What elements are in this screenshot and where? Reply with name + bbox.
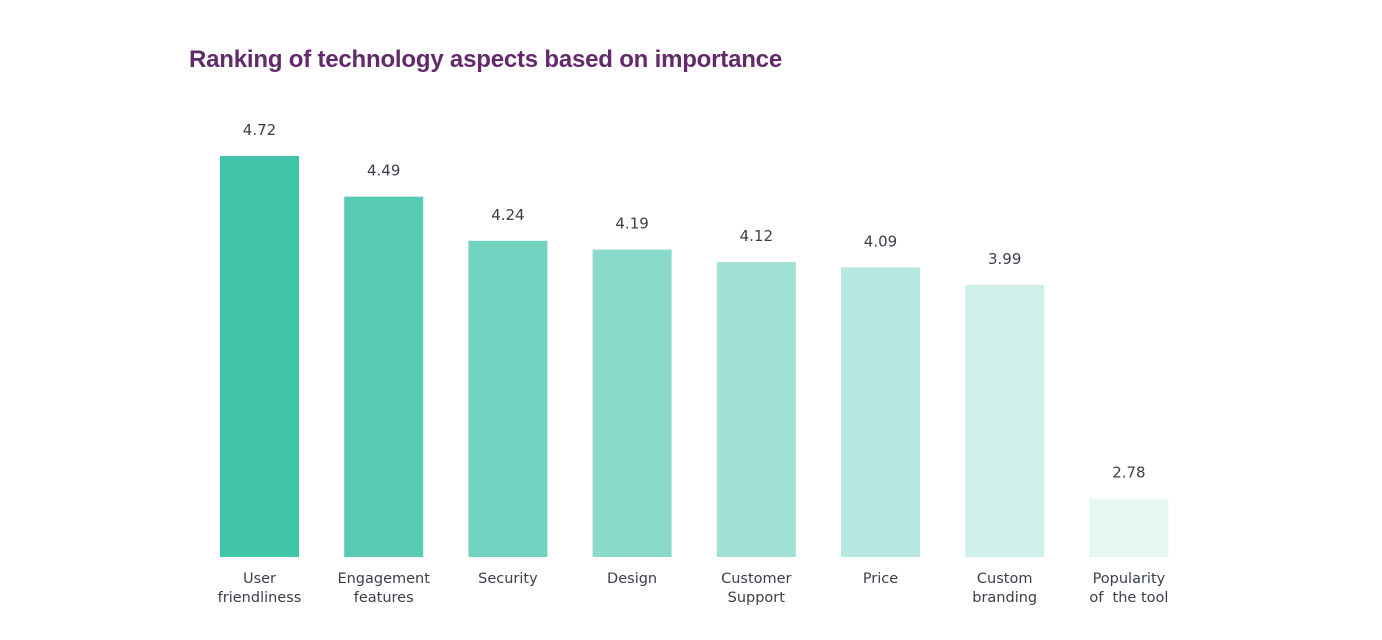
chart-title: Ranking of technology aspects based on i… <box>189 46 782 73</box>
category-label: User friendliness <box>218 571 302 606</box>
data-label: 4.49 <box>367 162 400 180</box>
data-label: 4.19 <box>615 215 648 233</box>
category-label: Engagement features <box>337 571 430 606</box>
category-label: Security <box>478 571 538 587</box>
bar <box>592 249 672 557</box>
category-label: Customer Support <box>721 571 791 606</box>
bar <box>220 156 299 557</box>
category-label: Popularity of the tool <box>1089 571 1168 606</box>
bar <box>1089 498 1169 557</box>
category-label: Price <box>863 571 898 587</box>
data-label: 2.78 <box>1112 464 1145 482</box>
bar <box>716 261 796 557</box>
bar <box>468 240 548 557</box>
data-label: 3.99 <box>988 250 1021 268</box>
bar <box>965 284 1045 557</box>
data-label: 4.24 <box>491 206 524 224</box>
category-label: Design <box>607 571 657 587</box>
category-label: Custom branding <box>972 571 1037 606</box>
bar <box>841 267 920 557</box>
data-label: 4.12 <box>740 227 773 245</box>
data-label: 4.72 <box>243 121 276 139</box>
data-label: 4.09 <box>864 232 897 250</box>
bar <box>344 196 424 558</box>
